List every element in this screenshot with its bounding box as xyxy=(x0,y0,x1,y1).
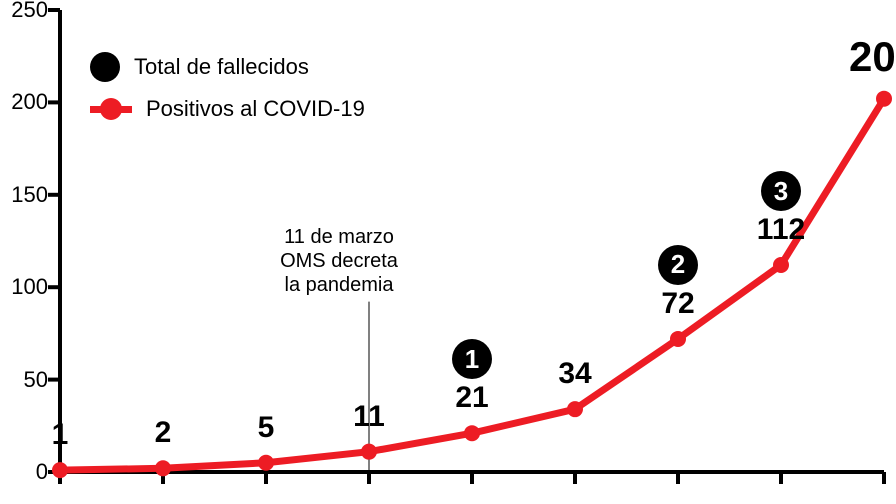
series-marker xyxy=(52,462,68,478)
fallecidos-badge: 2 xyxy=(658,245,698,285)
legend-item-positivos: Positivos al COVID-19 xyxy=(90,96,365,122)
series-marker xyxy=(773,257,789,273)
legend-marker-positivos xyxy=(90,98,132,120)
y-tick-label: 250 xyxy=(11,0,48,23)
data-label: 34 xyxy=(558,357,591,391)
y-tick-label: 150 xyxy=(11,182,48,208)
y-tick-label: 100 xyxy=(11,274,48,300)
series-marker xyxy=(876,91,892,107)
series-marker xyxy=(155,460,171,476)
data-label: 11 xyxy=(353,400,385,434)
fallecidos-badge: 3 xyxy=(761,171,801,211)
legend: Total de fallecidos Positivos al COVID-19 xyxy=(90,52,365,136)
annotation-line: la pandemia xyxy=(285,274,394,297)
series-marker xyxy=(361,444,377,460)
y-tick-label: 50 xyxy=(24,367,48,393)
covid-line-chart: 0 50 100 150 200 250 1 2 5 11 21 34 72 112 202 1 2 3 11 de… xyxy=(0,0,896,504)
data-label: 112 xyxy=(757,213,805,247)
series-marker xyxy=(258,455,274,471)
data-label: 21 xyxy=(455,381,488,415)
series-marker xyxy=(670,331,686,347)
series-marker xyxy=(464,425,480,441)
fallecidos-badge: 1 xyxy=(452,339,492,379)
data-label: 2 xyxy=(155,416,172,450)
data-label: 202 xyxy=(849,33,896,81)
annotation-line: OMS decreta xyxy=(280,250,398,273)
data-label: 5 xyxy=(258,411,275,445)
annotation-line: 11 de marzo xyxy=(284,226,394,249)
data-label: 72 xyxy=(661,287,694,321)
legend-label: Positivos al COVID-19 xyxy=(146,96,365,122)
legend-label: Total de fallecidos xyxy=(134,54,309,80)
data-label: 1 xyxy=(52,418,69,452)
legend-item-fallecidos: Total de fallecidos xyxy=(90,52,365,82)
legend-marker-fallecidos xyxy=(90,52,120,82)
y-tick-label: 200 xyxy=(11,89,48,115)
y-tick-label: 0 xyxy=(36,459,48,485)
series-marker xyxy=(567,401,583,417)
